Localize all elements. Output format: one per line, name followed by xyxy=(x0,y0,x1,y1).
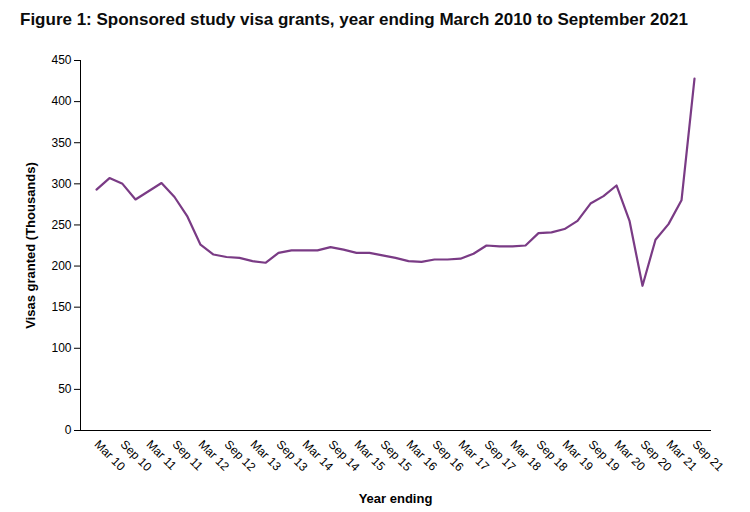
html-text:Figure 1: Sponsored study visa: Figure 1: Sponsored study visa grants, y… xyxy=(20,10,688,29)
svg-text:Mar 16: Mar 16 xyxy=(403,437,440,474)
svg-text:450: 450 xyxy=(51,53,71,67)
svg-text:Sep 19: Sep 19 xyxy=(585,437,623,475)
svg-text:100: 100 xyxy=(51,341,71,355)
svg-text:150: 150 xyxy=(51,300,71,314)
svg-text:Sep 13: Sep 13 xyxy=(273,437,311,475)
svg-text:200: 200 xyxy=(51,259,71,273)
svg-text:Sep 15: Sep 15 xyxy=(377,437,415,475)
svg-text:Sep 14: Sep 14 xyxy=(325,437,363,475)
svg-text:Sep 17: Sep 17 xyxy=(481,437,519,475)
svg-text:Mar 17: Mar 17 xyxy=(455,437,492,474)
svg-text:Sep 11: Sep 11 xyxy=(169,437,206,474)
svg-text:Mar 20: Mar 20 xyxy=(611,437,648,474)
svg-text:Mar 18: Mar 18 xyxy=(507,437,544,474)
svg-text:Mar 11: Mar 11 xyxy=(143,437,180,473)
svg-text:350: 350 xyxy=(51,136,71,150)
svg-text:Visas granted (Thousands): Visas granted (Thousands) xyxy=(23,162,38,329)
svg-text:Sep 12: Sep 12 xyxy=(221,437,259,475)
svg-text:Mar 15: Mar 15 xyxy=(351,437,388,474)
svg-text:Sep 16: Sep 16 xyxy=(429,437,467,475)
svg-text:50: 50 xyxy=(58,382,72,396)
svg-text:Mar 12: Mar 12 xyxy=(195,437,232,474)
svg-text:Sep 10: Sep 10 xyxy=(117,437,155,475)
svg-text:Sep 20: Sep 20 xyxy=(637,437,675,475)
svg-text:Year ending: Year ending xyxy=(359,491,433,506)
svg-text:Mar 21: Mar 21 xyxy=(663,437,700,474)
svg-text:0: 0 xyxy=(65,423,72,437)
svg-text:Mar 13: Mar 13 xyxy=(247,437,284,474)
svg-text:Mar 10: Mar 10 xyxy=(91,437,128,474)
svg-text:Sep 18: Sep 18 xyxy=(533,437,571,475)
svg-text:Sep 21: Sep 21 xyxy=(690,437,727,474)
svg-text:Mar 14: Mar 14 xyxy=(299,437,336,474)
svg-text:300: 300 xyxy=(51,177,71,191)
svg-text:Mar 19: Mar 19 xyxy=(559,437,596,474)
svg-text:250: 250 xyxy=(51,218,71,232)
svg-text:400: 400 xyxy=(51,94,71,108)
